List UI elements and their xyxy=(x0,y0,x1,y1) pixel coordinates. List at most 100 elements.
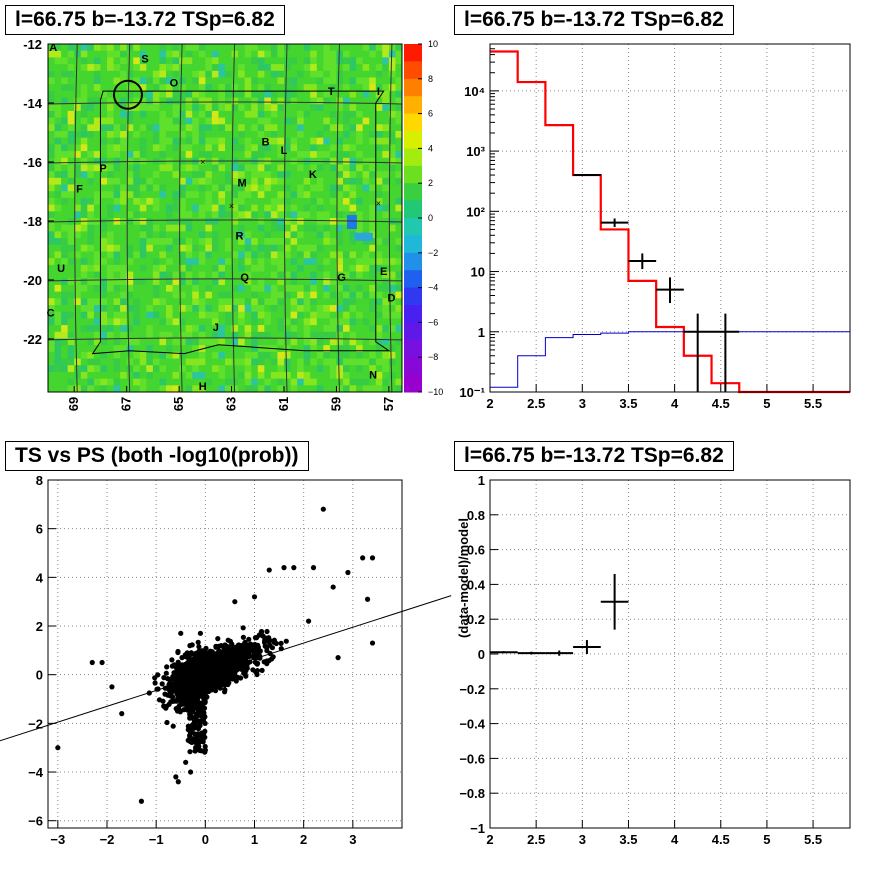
heatmap-cell xyxy=(54,184,62,192)
heatmap-cell xyxy=(211,104,219,112)
heatmap-cell xyxy=(100,238,108,246)
heatmap-cell xyxy=(152,64,160,72)
heatmap-cell xyxy=(146,371,154,380)
heatmap-cell xyxy=(80,351,88,360)
heatmap-cell xyxy=(48,311,56,319)
heatmap-cell xyxy=(284,264,292,273)
heatmap-cell xyxy=(159,84,167,92)
heatmap-cell xyxy=(133,110,141,119)
heatmap-cell xyxy=(231,44,239,52)
grid-parallel xyxy=(47,278,403,282)
heatmap-cell xyxy=(388,171,396,179)
heatmap-cell xyxy=(257,131,265,139)
heatmap-cell xyxy=(238,164,246,172)
heatmap-cell xyxy=(80,358,88,366)
heatmap-cell xyxy=(48,351,56,360)
heatmap-cell xyxy=(152,124,160,132)
heatmap-cell xyxy=(323,70,331,78)
heatmap-cell xyxy=(369,137,377,145)
heatmap-cell xyxy=(100,258,108,266)
heatmap-cell xyxy=(166,151,174,159)
heatmap-cell xyxy=(205,238,213,246)
heatmap-cell xyxy=(310,325,318,333)
heatmap-cell xyxy=(100,124,108,132)
heatmap-cell xyxy=(336,311,344,319)
heatmap-cell xyxy=(67,298,75,306)
heatmap-cell xyxy=(205,110,213,119)
heatmap-cell xyxy=(316,64,324,72)
heatmap-cell xyxy=(205,325,213,333)
heatmap-cell xyxy=(179,164,187,172)
heatmap-cell xyxy=(310,305,318,313)
heatmap-cell xyxy=(297,131,305,139)
heatmap-cell xyxy=(356,97,364,105)
heatmap-cell xyxy=(120,137,128,145)
heatmap-cell xyxy=(284,177,292,186)
heatmap-cell xyxy=(185,64,193,72)
heatmap-cell xyxy=(67,385,75,393)
heatmap-cell xyxy=(329,331,337,339)
grid-parallel xyxy=(47,219,403,223)
map-label: K xyxy=(309,169,317,181)
heatmap-cell xyxy=(244,298,252,306)
heatmap-cell xyxy=(343,117,351,125)
heatmap-cell xyxy=(238,318,246,326)
heatmap-cell xyxy=(244,258,252,266)
heatmap-cell xyxy=(126,271,134,279)
scatter-point xyxy=(176,665,182,672)
heatmap-cell xyxy=(166,117,174,125)
heatmap-cell xyxy=(382,177,390,186)
heatmap-cell xyxy=(244,244,252,252)
heatmap-cell xyxy=(120,338,128,346)
heatmap-cell xyxy=(329,197,337,206)
heatmap-cell xyxy=(310,218,318,226)
heatmap-cell xyxy=(323,345,331,353)
heatmap-cell xyxy=(231,151,239,159)
map-label: P xyxy=(99,163,106,175)
heatmap-cell xyxy=(100,97,108,105)
heatmap-cell xyxy=(146,197,154,206)
heatmap-cell xyxy=(225,224,233,232)
heatmap-cell xyxy=(257,97,265,105)
heatmap-cell xyxy=(303,351,311,360)
heatmap-cell xyxy=(251,351,259,360)
heatmap-cell xyxy=(107,197,115,206)
heatmap-cell xyxy=(93,311,101,319)
heatmap-cell xyxy=(297,325,305,333)
heatmap-cell xyxy=(80,224,88,232)
heatmap-cell xyxy=(159,271,167,279)
heatmap-cell xyxy=(303,77,311,85)
heatmap-cell xyxy=(388,204,396,212)
heatmap-cell xyxy=(205,164,213,172)
heatmap-cell xyxy=(375,284,383,293)
heatmap-cell xyxy=(277,325,285,333)
heatmap-cell xyxy=(139,177,147,186)
y-tick-label: −0.2 xyxy=(459,682,485,697)
heatmap-cell xyxy=(369,184,377,192)
scatter-point xyxy=(335,655,341,661)
heatmap-cell xyxy=(323,77,331,85)
heatmap-cell xyxy=(198,131,206,139)
heatmap-cell xyxy=(395,345,403,353)
heatmap-cell xyxy=(205,191,213,199)
heatmap-cell xyxy=(303,204,311,212)
heatmap-cell xyxy=(159,151,167,159)
heatmap-cell xyxy=(231,385,239,393)
heatmap-cell xyxy=(297,97,305,105)
scatter-point xyxy=(206,685,213,691)
scatter-point xyxy=(194,651,201,657)
heatmap-cell xyxy=(238,358,246,366)
heatmap-cell xyxy=(356,244,364,252)
heatmap-cell xyxy=(290,84,298,92)
heatmap-cell xyxy=(48,124,56,132)
heatmap-cell xyxy=(238,171,246,179)
heatmap-cell xyxy=(225,177,233,186)
heatmap-cell xyxy=(388,50,396,58)
heatmap-cell xyxy=(67,331,75,339)
heatmap-cell xyxy=(120,64,128,72)
heatmap-cell xyxy=(323,124,331,132)
heatmap-cell xyxy=(316,365,324,373)
heatmap-cell xyxy=(343,278,351,286)
heatmap-cell xyxy=(395,184,403,192)
heatmap-cell xyxy=(107,151,115,159)
